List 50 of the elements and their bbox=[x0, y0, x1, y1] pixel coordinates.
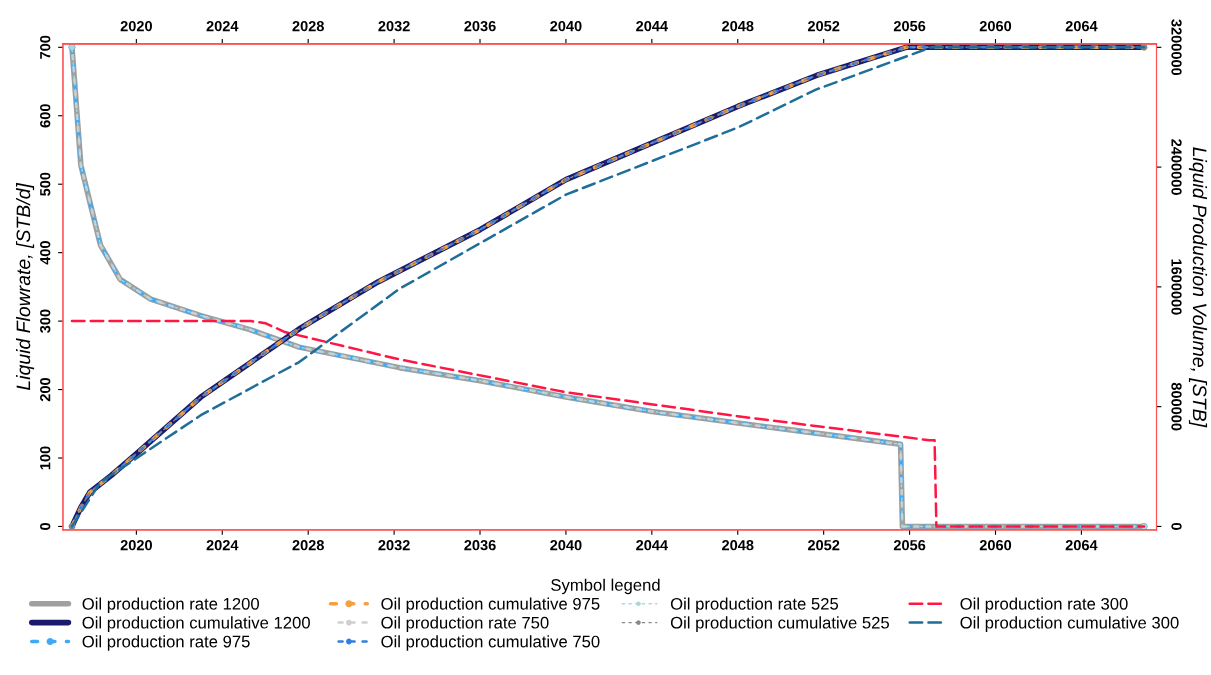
y2-tick-label: 3200000 bbox=[1171, 19, 1182, 76]
x-tick-label: 2048 bbox=[722, 539, 754, 551]
y2-tick-label: 2400000 bbox=[1171, 139, 1182, 195]
legend-label: Oil production rate 750 bbox=[381, 616, 549, 632]
x2-tick-label: 2028 bbox=[292, 20, 324, 32]
x-tick-label: 2036 bbox=[464, 539, 496, 551]
y-tick-label: 500 bbox=[40, 172, 51, 196]
x-tick-label: 2060 bbox=[979, 539, 1012, 551]
x2-tick-label: 2048 bbox=[722, 20, 754, 32]
x2-tick-label: 2064 bbox=[1065, 20, 1098, 32]
x-tick-label: 2052 bbox=[807, 539, 840, 551]
x2-tick-label: 2040 bbox=[550, 20, 582, 32]
x2-tick-label: 2032 bbox=[378, 20, 410, 32]
x2-tick-label: 2056 bbox=[893, 20, 926, 32]
y-axis-title: Liquid Flowrate, [STB/d] bbox=[15, 182, 35, 391]
x2-tick-label: 2024 bbox=[206, 20, 239, 32]
legend-label: Oil production rate 975 bbox=[82, 635, 250, 651]
legend-label: Oil production cumulative 525 bbox=[670, 616, 889, 632]
legend-label: Oil production rate 1200 bbox=[82, 597, 259, 614]
y2-tick-label: 1600000 bbox=[1171, 259, 1182, 315]
x-tick-label: 2028 bbox=[292, 539, 324, 551]
y-tick-label: 100 bbox=[40, 446, 51, 470]
y2-tick-label: 0 bbox=[1171, 522, 1182, 530]
legend-label: Oil production cumulative 300 bbox=[960, 616, 1179, 632]
y-tick-label: 200 bbox=[40, 377, 51, 402]
x-tick-label: 2064 bbox=[1065, 539, 1098, 551]
y2-tick-label: 800000 bbox=[1171, 382, 1182, 431]
x-tick-label: 2024 bbox=[206, 539, 239, 551]
x-tick-label: 2044 bbox=[636, 539, 668, 551]
legend-label: Oil production cumulative 975 bbox=[381, 597, 600, 614]
x2-tick-label: 2036 bbox=[464, 20, 496, 32]
legend-label: Oil production rate 525 bbox=[670, 597, 839, 614]
x2-tick-label: 2020 bbox=[120, 20, 152, 32]
y-tick-label: 600 bbox=[40, 104, 51, 128]
y2-axis-title: Liquid Production Volume, [STB] bbox=[1188, 147, 1208, 428]
x-tick-label: 2040 bbox=[550, 539, 582, 551]
x-tick-label: 2032 bbox=[378, 539, 410, 551]
legend-label: Oil production rate 300 bbox=[960, 597, 1128, 614]
y-tick-label: 400 bbox=[40, 241, 51, 265]
y-tick-label: 300 bbox=[40, 309, 51, 333]
y-tick-label: 700 bbox=[40, 35, 51, 59]
x2-tick-label: 2060 bbox=[979, 20, 1012, 32]
x2-tick-label: 2052 bbox=[807, 20, 840, 32]
x-tick-label: 2020 bbox=[120, 539, 152, 551]
x-tick-label: 2056 bbox=[893, 539, 926, 551]
legend-label: Oil production cumulative 750 bbox=[381, 635, 600, 651]
legend-label: Oil production cumulative 1200 bbox=[82, 616, 310, 632]
x2-tick-label: 2044 bbox=[636, 20, 668, 32]
y-tick-label: 0 bbox=[40, 522, 51, 530]
legend-title: Symbol legend bbox=[551, 578, 660, 595]
